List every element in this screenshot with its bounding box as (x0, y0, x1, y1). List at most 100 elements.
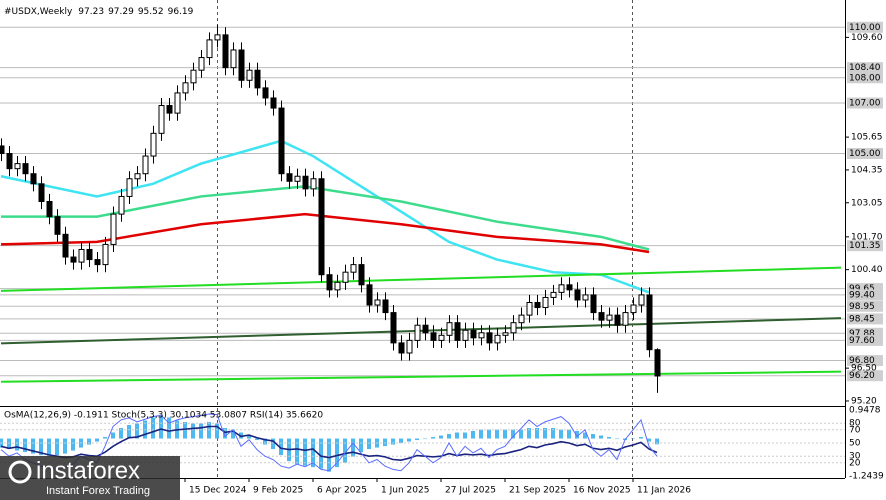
candle-body (366, 284, 373, 306)
osma-bar (335, 438, 339, 468)
osma-bar (295, 438, 299, 465)
candle-body (206, 39, 213, 59)
oscillator-line (0, 425, 658, 461)
level-label: 105.00 (849, 149, 881, 159)
osma-bar (343, 438, 347, 463)
candle-body (622, 312, 629, 326)
candle-body (278, 107, 285, 175)
osma-bar (639, 437, 643, 439)
candle-body (222, 34, 229, 69)
open-value: 97.23 (78, 7, 104, 17)
candle-body (422, 324, 429, 334)
osma-tick-label: 0.9478 (849, 406, 881, 416)
oscillator-tick-label: 20 (849, 458, 861, 468)
candle-body (606, 314, 613, 321)
level-label: 97.88 (849, 329, 875, 339)
candle-body (302, 175, 309, 190)
osma-bar (367, 438, 371, 450)
plot-layer (0, 24, 845, 472)
line (0, 139, 650, 294)
level-label: 99.40 (849, 290, 875, 300)
candle-body (638, 294, 645, 306)
oscillator-tick-label: 80 (849, 419, 861, 429)
osma-bar (319, 438, 323, 469)
osma-bar (127, 424, 131, 439)
oscillator-tick-label: 30 (849, 452, 861, 462)
candle-body (102, 243, 109, 266)
osma-bar (439, 435, 443, 439)
candle-body (198, 57, 205, 71)
candle-body (238, 49, 245, 81)
level-label-box (847, 370, 883, 382)
watermark-subtitle: Instant Forex Trading (46, 485, 150, 497)
x-tick-label: 21 Sep 2025 (509, 486, 566, 496)
y-tick-label: 100.40 (851, 265, 883, 275)
candle-body (190, 69, 197, 84)
candle-body (550, 291, 557, 298)
osma-bar (479, 429, 483, 439)
level-label: 97.60 (849, 336, 875, 346)
level-label-box (847, 289, 883, 301)
osma-bar (271, 438, 275, 450)
line (0, 317, 842, 345)
candle-body (46, 200, 53, 218)
osma-bar (55, 438, 59, 456)
candle-body (598, 312, 605, 321)
candle-body (62, 233, 69, 258)
osma-bar (223, 428, 227, 439)
x-tick-label: 15 Dec 2024 (189, 486, 247, 496)
osma-bar (63, 438, 67, 454)
osma-bar (655, 438, 659, 445)
osma-bar (71, 438, 75, 451)
candle-body (70, 256, 77, 263)
osma-bar (39, 438, 43, 456)
osma-bar (535, 428, 539, 439)
candle-body (518, 314, 525, 324)
candle-body (310, 178, 317, 190)
osma-bar (471, 431, 475, 439)
candle-body (478, 332, 485, 339)
candle-body (350, 264, 357, 273)
y-tick-label: 101.70 (851, 232, 883, 242)
candle-body (134, 173, 141, 180)
candle-body (454, 322, 461, 341)
level-label-box (847, 72, 883, 84)
osma-bar (431, 437, 435, 439)
candle-body (294, 175, 301, 182)
candle-body (286, 173, 293, 182)
osma-bar (23, 438, 27, 453)
candle-body (390, 312, 397, 344)
line (1, 185, 650, 251)
osma-bar (191, 423, 195, 439)
osma-bar (359, 438, 363, 453)
osma-bar (519, 429, 523, 439)
level-label: 96.20 (849, 371, 875, 381)
oscillator-line (0, 413, 658, 472)
candle-body (486, 332, 493, 344)
logo: instaforex Instant Forex Trading (0, 456, 180, 500)
chart-title: #USDX,Weekly 97.23 97.29 95.52 96.19 (4, 7, 194, 17)
y-tick-label: 103.05 (851, 198, 883, 208)
osma-bar (47, 438, 51, 457)
x-tick-label: 16 Nov 2025 (573, 486, 631, 496)
candle-body (374, 299, 381, 306)
candle-body (462, 329, 469, 341)
osma-bar (95, 438, 99, 442)
osma-bar (215, 423, 219, 439)
candle-body (430, 332, 437, 341)
osma-bar (199, 423, 203, 439)
osma-bar (87, 438, 91, 445)
level-label-box (847, 327, 883, 339)
osma-bar (583, 432, 587, 439)
oscillator-tick-label: 50 (849, 439, 861, 449)
candle-body (534, 301, 541, 309)
osma-bar (263, 438, 267, 445)
high-value: 97.29 (108, 7, 134, 17)
candle-body (150, 132, 157, 157)
level-label: 98.45 (849, 314, 875, 324)
candle-body (558, 284, 565, 293)
level-label: 98.95 (849, 302, 875, 312)
candle-body (414, 324, 421, 341)
candle-body (382, 299, 389, 314)
